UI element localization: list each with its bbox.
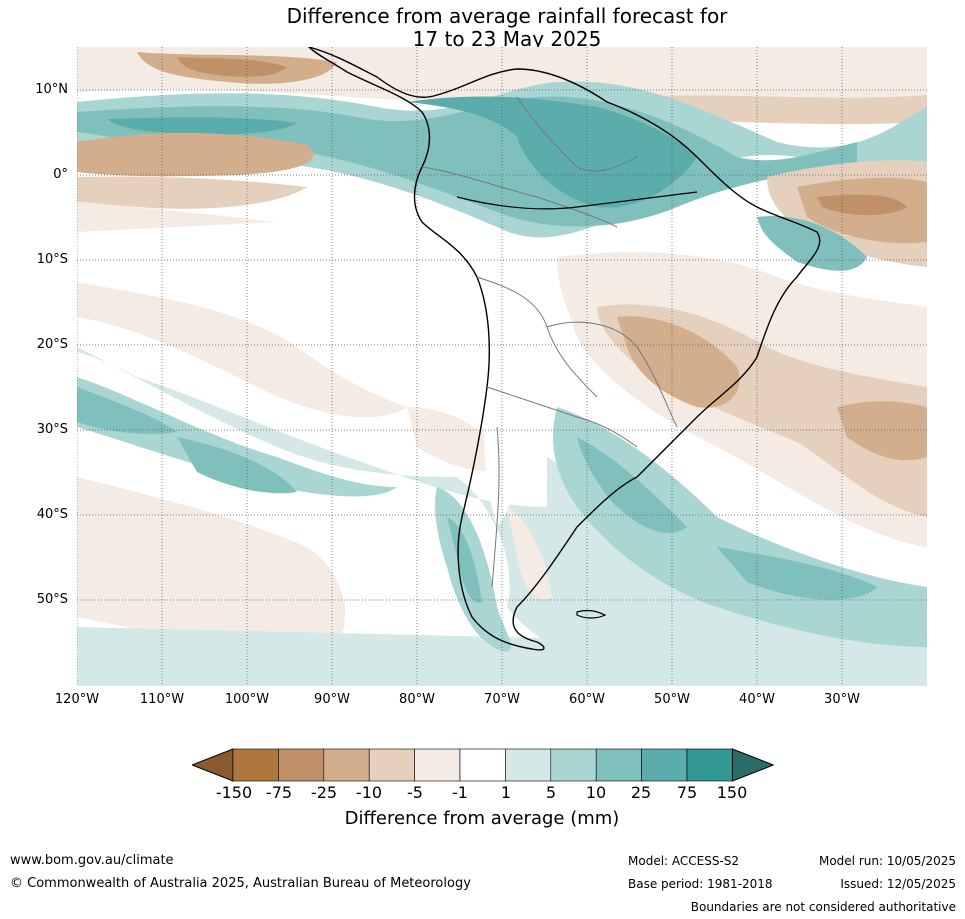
legend-colorbar xyxy=(192,748,774,782)
legend-tick-label: -10 xyxy=(355,783,383,802)
legend-tick-label: -1 xyxy=(452,783,468,802)
copyright-text: © Commonwealth of Australia 2025, Austra… xyxy=(10,876,471,891)
legend-tick-label: 75 xyxy=(676,783,698,802)
lon-label-110w: 110°W xyxy=(139,692,185,707)
falkland-islands xyxy=(576,609,607,619)
lat-label-50s: 50°S xyxy=(36,592,68,607)
lat-label-10s: 10°S xyxy=(36,252,68,267)
base-period: Base period: 1981-2018 xyxy=(628,877,773,891)
legend-tick-label: -5 xyxy=(407,783,423,802)
legend-tick-label: 1 xyxy=(500,783,512,802)
country-borders xyxy=(421,96,678,588)
lat-label-40s: 40°S xyxy=(36,507,68,522)
lon-label-30w: 30°W xyxy=(824,692,860,707)
lon-label-120w: 120°W xyxy=(54,692,100,707)
gridlines xyxy=(77,47,927,686)
legend-swatch xyxy=(232,748,279,782)
legend-swatch xyxy=(595,748,642,782)
lon-label-60w: 60°W xyxy=(569,692,605,707)
lat-label-10n: 10°N xyxy=(35,82,68,97)
chart-title-line1: Difference from average rainfall forecas… xyxy=(286,4,728,28)
south-america-coastline xyxy=(308,47,821,651)
lon-label-70w: 70°W xyxy=(484,692,520,707)
legend-tick-label: 150 xyxy=(716,783,748,802)
amazon-river xyxy=(456,191,698,210)
legend-swatch xyxy=(323,748,370,782)
legend-tick-label: 10 xyxy=(585,783,607,802)
legend-swatch-min-arrow xyxy=(192,748,234,782)
lon-label-40w: 40°W xyxy=(739,692,775,707)
legend-swatch-max-arrow xyxy=(731,748,774,782)
model-run-date: Model run: 10/05/2025 xyxy=(818,854,956,868)
model-name: Model: ACCESS-S2 xyxy=(628,854,740,868)
legend-title: Difference from average (mm) xyxy=(344,808,620,829)
lon-label-80w: 80°W xyxy=(399,692,435,707)
lon-label-50w: 50°W xyxy=(654,692,690,707)
legend-swatch xyxy=(459,748,506,782)
legend-swatch xyxy=(641,748,688,782)
website-link[interactable]: www.bom.gov.au/climate xyxy=(10,853,174,868)
lat-label-0: 0° xyxy=(53,167,68,182)
legend-tick-label: 25 xyxy=(630,783,652,802)
lat-label-30s: 30°S xyxy=(36,422,68,437)
lat-label-20s: 20°S xyxy=(36,337,68,352)
lon-label-100w: 100°W xyxy=(224,692,270,707)
legend-swatch xyxy=(550,748,597,782)
rainfall-anomaly-map xyxy=(77,47,927,686)
legend-swatch xyxy=(278,748,325,782)
legend-swatch xyxy=(414,748,461,782)
chart-title-line2: 17 to 23 May 2025 xyxy=(412,27,602,51)
legend-tick-label: -150 xyxy=(215,783,253,802)
boundaries-disclaimer: Boundaries are not considered authoritat… xyxy=(690,900,956,914)
issued-date: Issued: 12/05/2025 xyxy=(840,877,956,891)
legend-swatch xyxy=(368,748,415,782)
legend-tick-label: 5 xyxy=(545,783,557,802)
legend-swatch xyxy=(505,748,552,782)
legend-tick-label: -75 xyxy=(265,783,293,802)
lon-label-90w: 90°W xyxy=(314,692,350,707)
legend-swatch xyxy=(686,748,733,782)
legend-tick-label: -25 xyxy=(310,783,338,802)
